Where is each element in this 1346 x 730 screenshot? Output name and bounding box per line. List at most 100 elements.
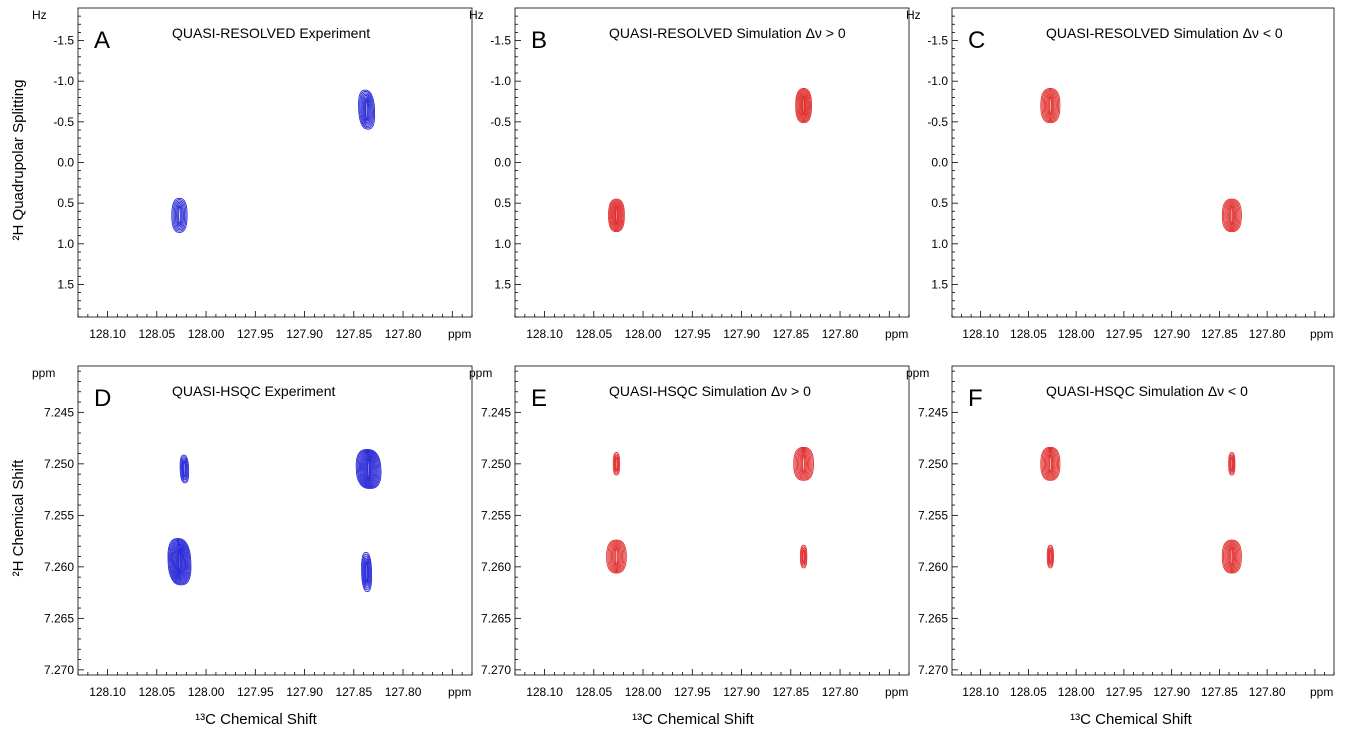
contour-level	[176, 547, 183, 576]
y-tick-label: 7.255	[481, 508, 511, 522]
contour-level	[613, 204, 620, 227]
contour-level	[360, 92, 373, 127]
contour-level	[802, 96, 805, 115]
contour-level	[1049, 454, 1052, 473]
contour-level	[176, 546, 183, 577]
y-tick-label: 0.5	[494, 196, 511, 210]
x-tick-label: 127.95	[674, 327, 711, 341]
contour-level	[801, 547, 806, 566]
contour-level	[1045, 92, 1056, 119]
contour-level	[363, 455, 374, 483]
contour-level	[362, 453, 376, 485]
y-tick-label: -1.0	[490, 74, 511, 88]
contour-level	[1223, 199, 1241, 232]
contour-level	[1048, 547, 1053, 566]
x-unit-label: ppm	[885, 685, 908, 699]
y-tick-label: -1.0	[53, 74, 74, 88]
contour-peak	[612, 452, 621, 476]
plot-frame	[514, 7, 910, 318]
contour-level	[1041, 89, 1060, 123]
contour-level	[1230, 206, 1234, 225]
contour-level	[1046, 451, 1055, 476]
contour-level	[801, 453, 806, 474]
contour-level	[615, 206, 618, 225]
contour-level	[612, 203, 621, 228]
contour-level	[796, 89, 811, 123]
contour-peak	[1228, 452, 1236, 476]
contour-level	[1043, 91, 1057, 120]
panel-letter: E	[531, 385, 547, 412]
contour-level	[364, 456, 373, 482]
contour-level	[182, 459, 187, 479]
x-unit-label: ppm	[885, 327, 908, 341]
contour-level	[179, 454, 190, 484]
contour-level	[1049, 96, 1052, 115]
y-unit-label: ppm	[469, 366, 492, 380]
x-tick-label: 127.95	[237, 685, 274, 699]
x-tick-label: 127.80	[1249, 685, 1286, 699]
contour-level	[610, 200, 623, 231]
contour-level	[611, 201, 622, 230]
contour-level	[174, 201, 184, 229]
contour-level	[612, 452, 621, 476]
contour-level	[613, 453, 620, 475]
contour-peak	[795, 88, 812, 124]
plot-frame	[951, 7, 1335, 318]
contour-level	[1042, 448, 1058, 479]
x-tick-label: 127.95	[237, 327, 274, 341]
contour-level	[798, 91, 809, 120]
contour-level	[1229, 546, 1234, 567]
y-tick-label: 7.260	[481, 560, 511, 574]
contour-level	[1230, 547, 1234, 566]
contour-peak	[179, 454, 190, 484]
contour-level	[1230, 456, 1233, 471]
x-tick-label: 128.05	[575, 685, 612, 699]
contour-level	[614, 455, 619, 473]
contour-level	[795, 448, 812, 479]
panel-letter: A	[94, 27, 110, 54]
contour-level	[365, 457, 372, 481]
contour-level	[1228, 452, 1236, 476]
x-tick-label: 127.85	[772, 327, 809, 341]
contour-peak	[1221, 539, 1242, 574]
plot-frame	[514, 365, 910, 676]
x-axis-title-3: ¹³C Chemical Shift	[1070, 711, 1193, 728]
contour-level	[367, 458, 370, 480]
y-tick-label: 7.245	[481, 405, 511, 419]
contour-level	[361, 453, 377, 485]
contour-level	[802, 454, 805, 473]
y-tick-label: 1.0	[494, 237, 511, 251]
contour-peak	[799, 544, 808, 569]
contour-level	[1227, 203, 1237, 228]
contour-level	[170, 541, 189, 583]
x-tick-label: 128.05	[1010, 327, 1047, 341]
contour-level	[358, 89, 376, 130]
contour-level	[175, 545, 184, 578]
contour-level	[606, 539, 627, 574]
contour-level	[363, 96, 370, 123]
contour-peak	[171, 197, 188, 233]
x-tick-label: 128.10	[962, 685, 999, 699]
x-axis-title-2: ¹³C Chemical Shift	[632, 711, 755, 728]
contour-level	[363, 454, 375, 484]
y-tick-label: 7.255	[44, 508, 74, 522]
x-tick-label: 128.05	[138, 327, 175, 341]
y-tick-label: 7.265	[44, 611, 74, 625]
y-unit-label: Hz	[32, 8, 47, 22]
x-tick-label: 127.90	[1153, 685, 1190, 699]
x-tick-label: 127.90	[1153, 327, 1190, 341]
contour-level	[171, 197, 188, 233]
y-tick-label: -1.5	[927, 34, 948, 48]
panel-title: QUASI-RESOLVED Experiment	[172, 25, 370, 41]
contour-level	[366, 458, 371, 480]
contour-level	[167, 538, 192, 586]
contour-level	[793, 446, 814, 481]
x-tick-label: 127.90	[723, 685, 760, 699]
y-tick-label: 7.250	[918, 457, 948, 471]
contour-level	[171, 541, 188, 582]
contour-level	[802, 549, 805, 564]
panel-letter: D	[94, 385, 111, 412]
panel-title: QUASI-RESOLVED Simulation Δν < 0	[1046, 25, 1283, 41]
x-tick-label: 127.90	[723, 327, 760, 341]
contour-level	[615, 456, 618, 471]
